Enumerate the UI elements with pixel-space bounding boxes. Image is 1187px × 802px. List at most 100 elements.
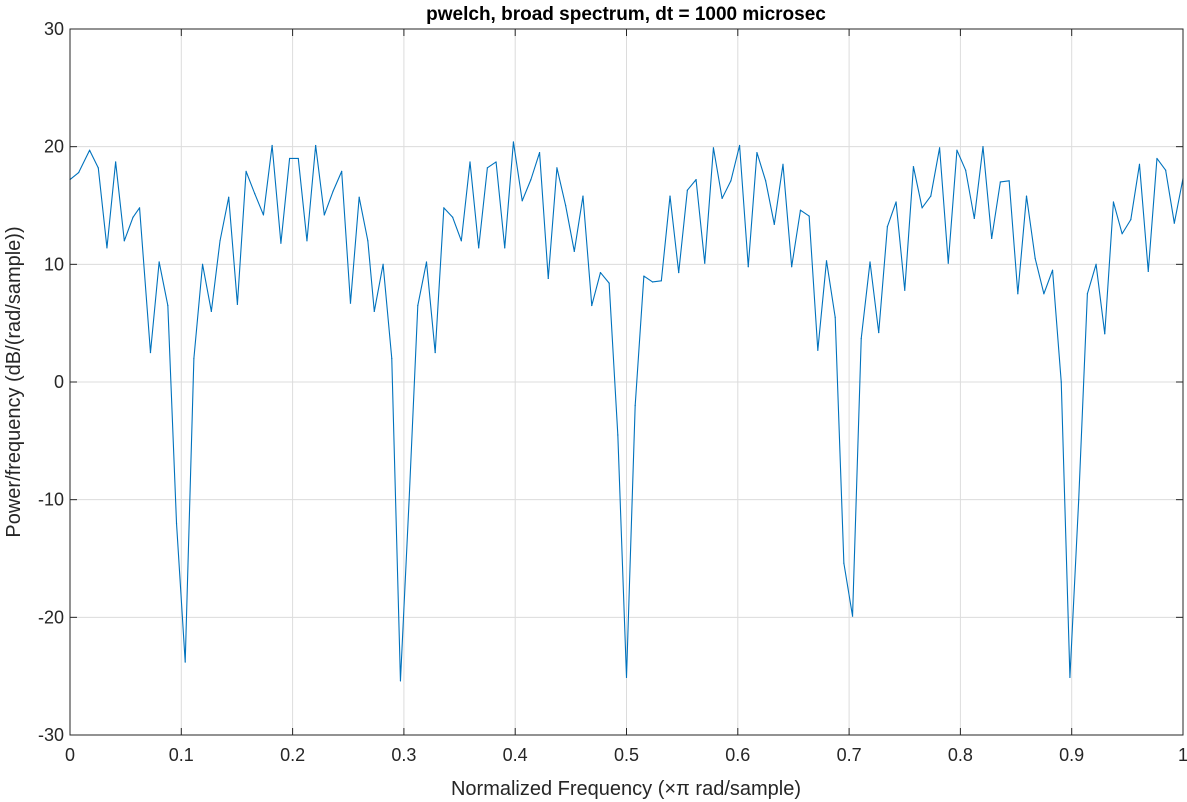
data-point bbox=[591, 304, 593, 307]
data-point bbox=[332, 190, 334, 192]
data-point bbox=[851, 615, 854, 617]
x-axis-label: Normalized Frequency (×π rad/sample) bbox=[451, 778, 801, 800]
data-point bbox=[373, 310, 375, 312]
data-point bbox=[599, 271, 602, 274]
data-point bbox=[721, 197, 723, 200]
data-point bbox=[262, 214, 265, 216]
data-point bbox=[634, 404, 636, 407]
data-point bbox=[382, 263, 384, 265]
data-point bbox=[556, 167, 558, 169]
data-point bbox=[930, 195, 932, 197]
data-point bbox=[538, 151, 541, 154]
data-point bbox=[1104, 333, 1106, 335]
data-point bbox=[895, 201, 897, 203]
x-tick-label: 0.6 bbox=[725, 745, 750, 765]
data-point bbox=[617, 434, 619, 436]
data-point bbox=[808, 215, 810, 217]
data-point bbox=[158, 261, 160, 263]
data-point bbox=[965, 169, 967, 171]
data-point bbox=[817, 349, 819, 351]
data-point bbox=[1086, 293, 1088, 295]
y-axis-ticks: -30 -20 -10 0 10 20 30 bbox=[38, 19, 1183, 745]
data-point bbox=[1051, 269, 1054, 271]
data-point bbox=[443, 207, 445, 209]
data-point bbox=[886, 226, 888, 228]
data-point bbox=[280, 242, 282, 244]
data-point bbox=[773, 223, 775, 225]
data-point bbox=[478, 247, 480, 249]
x-tick-label: 0.8 bbox=[948, 745, 973, 765]
data-point bbox=[678, 271, 680, 274]
data-point bbox=[1034, 257, 1036, 260]
data-point bbox=[973, 217, 975, 220]
data-point bbox=[738, 144, 741, 147]
data-point bbox=[219, 240, 221, 242]
x-tick-label: 0.9 bbox=[1059, 745, 1084, 765]
data-point bbox=[791, 266, 793, 268]
data-point bbox=[408, 499, 410, 501]
data-point bbox=[825, 260, 828, 262]
data-point bbox=[469, 161, 471, 163]
data-point bbox=[704, 262, 706, 264]
data-point bbox=[904, 289, 906, 291]
data-point bbox=[115, 161, 117, 163]
data-point bbox=[660, 280, 662, 282]
data-point bbox=[245, 170, 247, 172]
data-point bbox=[425, 261, 428, 263]
data-point bbox=[460, 240, 462, 242]
data-point bbox=[1078, 499, 1080, 501]
data-point bbox=[97, 167, 99, 169]
data-point bbox=[860, 337, 862, 340]
data-point bbox=[167, 304, 169, 307]
data-point bbox=[367, 240, 369, 242]
data-point bbox=[504, 247, 506, 249]
data-point bbox=[78, 171, 80, 174]
data-point bbox=[495, 161, 497, 163]
y-tick-label: 20 bbox=[44, 137, 64, 157]
data-point bbox=[1147, 270, 1149, 272]
data-point bbox=[123, 240, 125, 242]
data-point bbox=[315, 144, 317, 147]
y-tick-label: 10 bbox=[44, 254, 64, 274]
data-point bbox=[1043, 293, 1045, 295]
data-point bbox=[306, 240, 308, 242]
data-point bbox=[912, 166, 915, 168]
x-axis-ticks: 0 0.1 0.2 0.3 0.4 0.5 0.6 0.7 0.8 0.9 1 bbox=[65, 29, 1187, 765]
data-point bbox=[991, 237, 993, 240]
data-point bbox=[834, 316, 836, 318]
data-point bbox=[573, 250, 575, 252]
data-point bbox=[712, 147, 715, 149]
data-point bbox=[530, 179, 532, 181]
data-point bbox=[843, 562, 845, 564]
data-point bbox=[521, 200, 523, 202]
data-point bbox=[236, 303, 238, 305]
y-tick-label: -20 bbox=[38, 607, 64, 627]
data-point bbox=[730, 180, 732, 182]
data-point bbox=[210, 310, 212, 312]
data-point bbox=[1025, 195, 1028, 197]
data-point bbox=[669, 195, 671, 197]
data-point bbox=[175, 522, 178, 524]
x-tick-label: 0.2 bbox=[280, 745, 305, 765]
data-point bbox=[358, 196, 360, 198]
data-point bbox=[695, 179, 697, 181]
data-point bbox=[651, 281, 654, 283]
data-point bbox=[254, 193, 256, 195]
data-point bbox=[349, 302, 352, 304]
data-point bbox=[765, 180, 767, 182]
data-point bbox=[982, 146, 984, 148]
y-tick-label: 30 bbox=[44, 19, 64, 39]
data-point bbox=[1008, 180, 1010, 182]
data-point bbox=[1165, 169, 1167, 171]
data-point bbox=[547, 277, 549, 280]
data-point bbox=[512, 141, 515, 143]
data-point bbox=[608, 282, 610, 284]
data-point bbox=[297, 157, 299, 160]
data-point bbox=[878, 331, 880, 334]
data-point bbox=[391, 357, 393, 360]
data-point bbox=[417, 304, 419, 307]
data-point bbox=[1069, 676, 1071, 678]
data-point bbox=[1138, 163, 1141, 165]
data-point bbox=[452, 216, 454, 218]
data-point bbox=[1112, 201, 1115, 203]
